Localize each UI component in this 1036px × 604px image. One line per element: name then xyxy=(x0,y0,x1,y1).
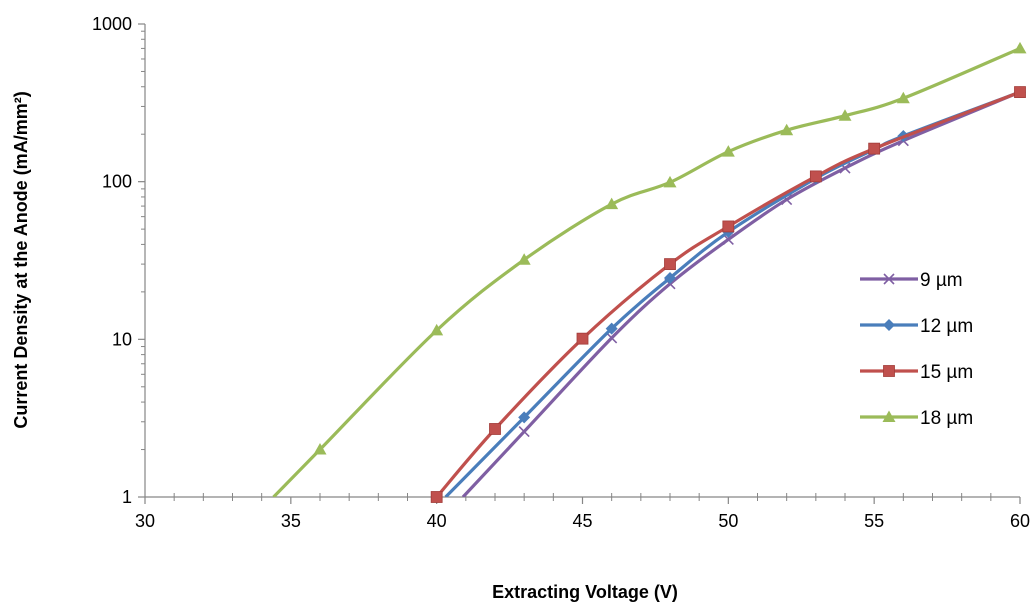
marker-stroke xyxy=(781,193,793,206)
axes: 1 10 100 1000 30 35 40 45 50 55 60 xyxy=(92,14,1030,531)
data-point xyxy=(606,332,618,344)
data-point xyxy=(518,411,531,424)
series-line xyxy=(272,46,1021,497)
legend-item-1: 12 µm xyxy=(860,316,973,337)
data-point xyxy=(664,271,676,284)
x-tick-label: 60 xyxy=(1010,511,1030,531)
data-point xyxy=(664,258,676,271)
x-tick-label: 40 xyxy=(427,511,447,531)
series-line xyxy=(444,90,1021,497)
marker-stroke xyxy=(518,426,530,438)
data-point xyxy=(313,443,327,455)
data-point xyxy=(605,322,618,335)
legend-label: 9 µm xyxy=(920,270,963,291)
legend-marker xyxy=(882,410,896,422)
x-tick-label: 55 xyxy=(864,511,884,531)
y-tick-label: 1 xyxy=(122,487,132,507)
data-point xyxy=(722,220,735,233)
x-tick-label: 30 xyxy=(135,511,155,531)
data-point xyxy=(576,332,589,345)
legend-marker xyxy=(883,365,895,377)
data-point xyxy=(838,109,852,121)
series-0 xyxy=(461,86,1026,497)
legend-label: 12 µm xyxy=(920,316,973,337)
marker-stroke xyxy=(883,273,895,285)
legend-label: 15 µm xyxy=(920,362,973,383)
data-point xyxy=(809,170,822,183)
legend: 9 µm 12 µm 15 µm 18 µm xyxy=(860,270,973,429)
y-tick-label: 10 xyxy=(112,329,132,349)
data-point xyxy=(517,253,531,265)
data-point xyxy=(518,426,530,438)
series-2 xyxy=(430,86,1026,503)
data-point xyxy=(605,197,619,210)
data-point xyxy=(896,91,910,104)
data-point xyxy=(663,175,677,188)
legend-marker xyxy=(883,273,895,285)
series-3 xyxy=(272,41,1027,497)
legend-marker xyxy=(883,319,895,331)
marker-stroke xyxy=(606,332,618,344)
data-point xyxy=(721,145,735,157)
x-axis-title: Extracting Voltage (V) xyxy=(492,582,678,602)
x-tick-label: 50 xyxy=(718,511,738,531)
marker-stroke xyxy=(839,162,851,174)
x-tick-label: 35 xyxy=(281,511,301,531)
legend-item-0: 9 µm xyxy=(860,270,963,291)
data-point xyxy=(1013,41,1027,54)
series-line xyxy=(461,90,1021,497)
data-point xyxy=(780,123,794,136)
x-tick-label: 45 xyxy=(572,511,592,531)
data-point xyxy=(430,323,444,336)
y-tick-label: 100 xyxy=(102,172,132,192)
data-point xyxy=(430,491,443,503)
legend-item-2: 15 µm xyxy=(860,362,973,383)
data-point xyxy=(489,423,501,435)
data-point xyxy=(868,142,881,155)
data-point xyxy=(1014,86,1026,98)
y-axis-title: Current Density at the Anode (mA/mm²) xyxy=(11,91,31,428)
y-tick-label: 1000 xyxy=(92,14,132,34)
legend-item-3: 18 µm xyxy=(860,408,973,429)
legend-label: 18 µm xyxy=(920,408,973,429)
marker-stroke xyxy=(722,233,734,246)
series-layer xyxy=(272,41,1027,503)
